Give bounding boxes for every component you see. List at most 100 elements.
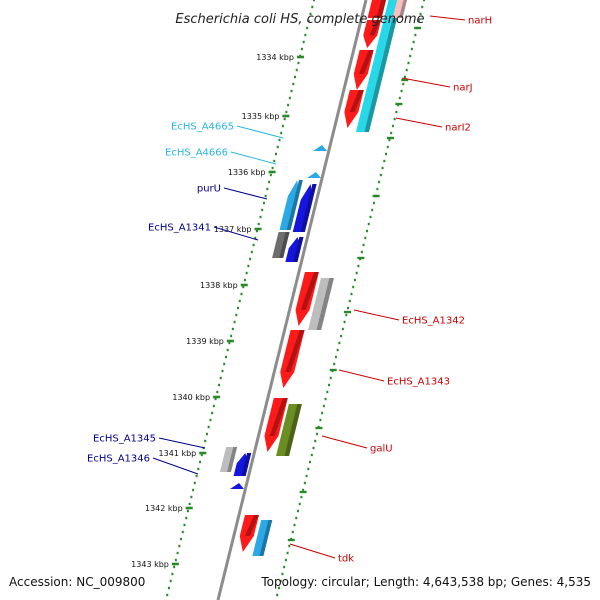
forward-gene-block bbox=[344, 90, 364, 128]
track-dot bbox=[378, 180, 381, 184]
track-dot bbox=[188, 502, 191, 506]
track-dot bbox=[328, 383, 331, 387]
track-dot bbox=[295, 516, 298, 520]
tick-mark bbox=[171, 562, 179, 566]
label-leader-echs-a1341 bbox=[213, 226, 259, 241]
track-dot bbox=[167, 586, 170, 590]
reverse-gene-block-shade bbox=[300, 184, 317, 232]
tick-mark bbox=[401, 78, 409, 82]
reverse-gene-block bbox=[272, 232, 290, 258]
track-dot bbox=[423, 0, 425, 2]
track-dot bbox=[233, 320, 236, 324]
gene-label-tdk[interactable]: tdk bbox=[338, 554, 354, 565]
tick-mark bbox=[315, 426, 323, 430]
track-dot bbox=[362, 243, 365, 247]
track-dot bbox=[219, 376, 222, 380]
track-dot bbox=[279, 579, 282, 583]
track-dot bbox=[295, 68, 298, 72]
gene-label-echs-a4666[interactable]: EcHS_A4666 bbox=[165, 148, 228, 159]
track-dot bbox=[280, 131, 283, 135]
gene-label-nari2[interactable]: narI2 bbox=[445, 123, 471, 134]
track-dot bbox=[343, 320, 346, 324]
forward-gene-block bbox=[252, 520, 273, 556]
forward-gene-block bbox=[392, 0, 408, 18]
gene-label-puru[interactable]: purU bbox=[197, 184, 221, 195]
track-dot bbox=[223, 362, 226, 366]
tick-mark bbox=[296, 55, 304, 59]
track-dot bbox=[240, 292, 243, 296]
track-dot bbox=[292, 82, 295, 86]
track-dot bbox=[352, 285, 355, 289]
track-dot bbox=[333, 362, 336, 366]
tick-label: 1336 kbp bbox=[228, 168, 266, 177]
label-leader-galu bbox=[321, 435, 368, 449]
gene-label-narj[interactable]: narJ bbox=[453, 83, 473, 94]
gene-label-echs-a1345[interactable]: EcHS_A1345 bbox=[93, 434, 156, 445]
gene-label-echs-a1342[interactable]: EcHS_A1342 bbox=[402, 316, 465, 327]
track-dot bbox=[386, 145, 389, 149]
track-dot bbox=[336, 348, 339, 352]
track-dot bbox=[302, 40, 305, 44]
track-dot bbox=[169, 579, 172, 583]
track-dot bbox=[296, 509, 299, 513]
forward-gene-block-shade bbox=[316, 278, 334, 330]
track-dot bbox=[214, 397, 217, 401]
track-dot bbox=[398, 96, 401, 100]
tick-mark bbox=[199, 451, 207, 455]
track-dot bbox=[193, 481, 196, 485]
gene-label-echs-a1341[interactable]: EcHS_A1341 bbox=[148, 223, 211, 234]
track-dot bbox=[409, 54, 412, 58]
forward-gene-block-shade bbox=[244, 515, 259, 536]
track-dot bbox=[252, 243, 255, 247]
track-dot bbox=[209, 418, 212, 422]
track-dot bbox=[278, 138, 281, 142]
gene-label-echs-a1346[interactable]: EcHS_A1346 bbox=[87, 454, 150, 465]
label-leader-nari2 bbox=[395, 117, 443, 128]
track-dot bbox=[291, 530, 294, 534]
gene-label-echs-a4665[interactable]: EcHS_A4665 bbox=[171, 122, 234, 133]
gene-label-narh[interactable]: narH bbox=[468, 16, 492, 27]
label-leader-echs-a4666 bbox=[230, 151, 277, 165]
track-dot bbox=[275, 152, 278, 156]
gene-label-echs-a1343[interactable]: EcHS_A1343 bbox=[387, 377, 450, 388]
tick-mark bbox=[254, 227, 262, 231]
track-dot bbox=[322, 404, 325, 408]
forward-gene-block-shade bbox=[300, 272, 319, 310]
track-dot bbox=[286, 551, 289, 555]
track-dot bbox=[247, 264, 250, 268]
track-dot bbox=[230, 334, 233, 338]
track-dot bbox=[326, 390, 329, 394]
tick-mark bbox=[344, 310, 352, 314]
track-dot bbox=[290, 89, 293, 93]
tick-label: 1339 kbp bbox=[186, 337, 224, 346]
track-dot bbox=[297, 61, 300, 65]
track-dot bbox=[277, 586, 280, 590]
label-leader-echs-a1342 bbox=[353, 309, 400, 321]
track-dot bbox=[181, 530, 184, 534]
track-dot bbox=[200, 453, 203, 457]
track-dot bbox=[371, 208, 374, 212]
track-dot bbox=[212, 404, 215, 408]
track-dot bbox=[360, 250, 363, 254]
track-dot bbox=[357, 264, 360, 268]
track-dot bbox=[262, 201, 265, 205]
track-dot bbox=[385, 152, 388, 156]
track-dot bbox=[419, 12, 422, 16]
tick-mark bbox=[226, 339, 234, 343]
gene-label-galu[interactable]: galU bbox=[370, 444, 393, 455]
track-dot bbox=[348, 299, 351, 303]
forward-gene-block-shade bbox=[358, 50, 374, 74]
small-gene-marker bbox=[230, 483, 244, 489]
track-dot bbox=[211, 411, 214, 415]
track-dot bbox=[190, 495, 193, 499]
ticks-layer: 1334 kbp 1335 kbp 1336 kbp 1337 kbp 1338 kbp… bbox=[131, 26, 422, 569]
track-dot bbox=[183, 523, 186, 527]
label-leader-narj bbox=[401, 77, 451, 88]
labels-layer: narH narJ narI2 EcHS_A4665 EcHS_A4666 purU EcH… bbox=[87, 16, 492, 565]
track-dot bbox=[256, 229, 259, 233]
track-dot bbox=[231, 327, 234, 331]
track-dot bbox=[298, 502, 301, 506]
tick-mark bbox=[386, 136, 394, 140]
forward-gene-block-shade bbox=[399, 0, 408, 18]
